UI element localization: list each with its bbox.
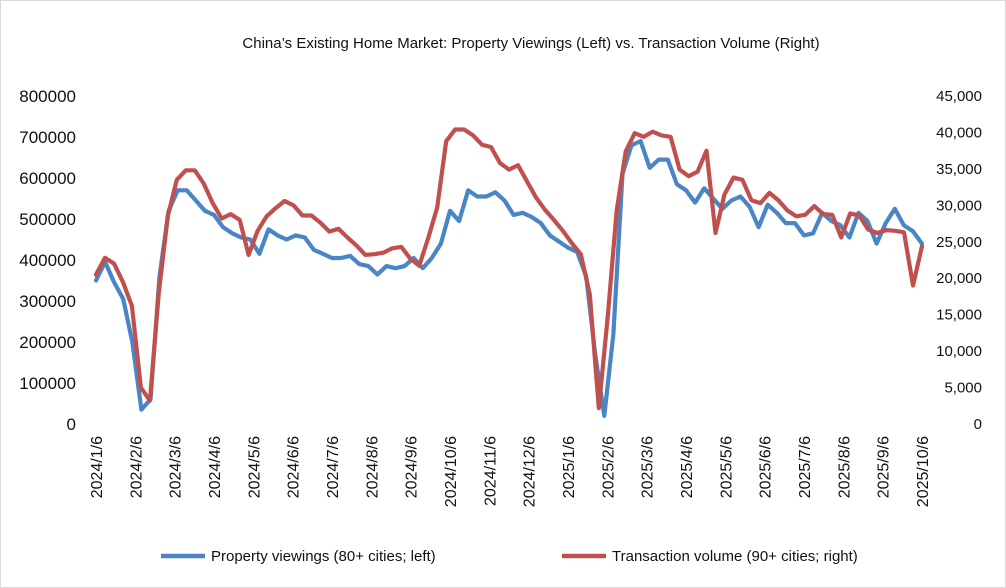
x-tick-label: 2025/3/6: [640, 436, 657, 498]
y-right-tick-label: 30,000: [936, 197, 982, 214]
x-tick-label: 2025/5/6: [718, 436, 735, 498]
y-left-tick-label: 500000: [19, 210, 76, 229]
y-left-tick-label: 800000: [19, 87, 76, 106]
y-right-tick-label: 5,000: [944, 380, 982, 397]
series-layer: [93, 127, 925, 418]
x-tick-label: 2025/9/6: [876, 436, 893, 498]
x-tick-label: 2024/4/6: [207, 436, 224, 498]
legend-label: Transaction volume (90+ cities; right): [612, 548, 858, 565]
x-tick-label: 2025/8/6: [836, 436, 853, 498]
x-tick-label: 2024/12/6: [522, 436, 539, 507]
series-line-property-viewings: [93, 139, 925, 418]
y-axis-right: 45,000 40,000 35,000 30,000 25,000 20,000 15,0…: [936, 88, 982, 433]
y-right-tick-label: 35,000: [936, 161, 982, 178]
y-right-tick-label: 10,000: [936, 343, 982, 360]
y-left-tick-label: 600000: [19, 169, 76, 188]
x-tick-label: 2024/2/6: [128, 436, 145, 498]
x-tick-label: 2025/7/6: [797, 436, 814, 498]
x-tick-label: 2024/5/6: [246, 436, 263, 498]
y-right-tick-label: 45,000: [936, 88, 982, 105]
y-left-tick-label: 100000: [19, 374, 76, 393]
x-tick-label: 2024/11/6: [482, 436, 499, 506]
x-tick-label: 2024/7/6: [325, 436, 342, 498]
chart-title: China’s Existing Home Market: Property V…: [242, 35, 819, 52]
x-tick-label: 2024/8/6: [364, 436, 381, 498]
y-right-tick-label: 0: [974, 416, 982, 433]
series-line-transaction-volume: [93, 127, 925, 411]
x-axis: 2024/1/6 2024/2/6 2024/3/6 2024/4/6 2024/5/6…: [89, 436, 932, 507]
y-right-tick-label: 40,000: [936, 124, 982, 141]
y-left-tick-label: 0: [67, 415, 76, 434]
x-tick-label: 2024/6/6: [286, 436, 303, 498]
y-axis-left: 800000 700000 600000 500000 400000 300000 2000…: [19, 87, 76, 434]
y-right-tick-label: 25,000: [936, 234, 982, 251]
legend-label: Property viewings (80+ cities; left): [211, 548, 436, 565]
y-left-tick-label: 200000: [19, 333, 76, 352]
legend: Property viewings (80+ cities; left) Tran…: [161, 548, 858, 565]
x-tick-label: 2024/10/6: [443, 436, 460, 507]
y-right-tick-label: 20,000: [936, 270, 982, 287]
x-tick-label: 2025/4/6: [679, 436, 696, 498]
y-left-tick-label: 700000: [19, 128, 76, 147]
x-tick-label: 2024/3/6: [168, 436, 185, 498]
y-left-tick-label: 400000: [19, 251, 76, 270]
x-tick-label: 2024/9/6: [404, 436, 421, 498]
x-tick-label: 2024/1/6: [89, 436, 106, 498]
x-tick-label: 2025/2/6: [600, 436, 617, 498]
y-left-tick-label: 300000: [19, 292, 76, 311]
x-tick-label: 2025/6/6: [758, 436, 775, 498]
x-tick-label: 2025/10/6: [915, 436, 932, 507]
y-right-tick-label: 15,000: [936, 307, 982, 324]
x-tick-label: 2025/1/6: [561, 436, 578, 498]
